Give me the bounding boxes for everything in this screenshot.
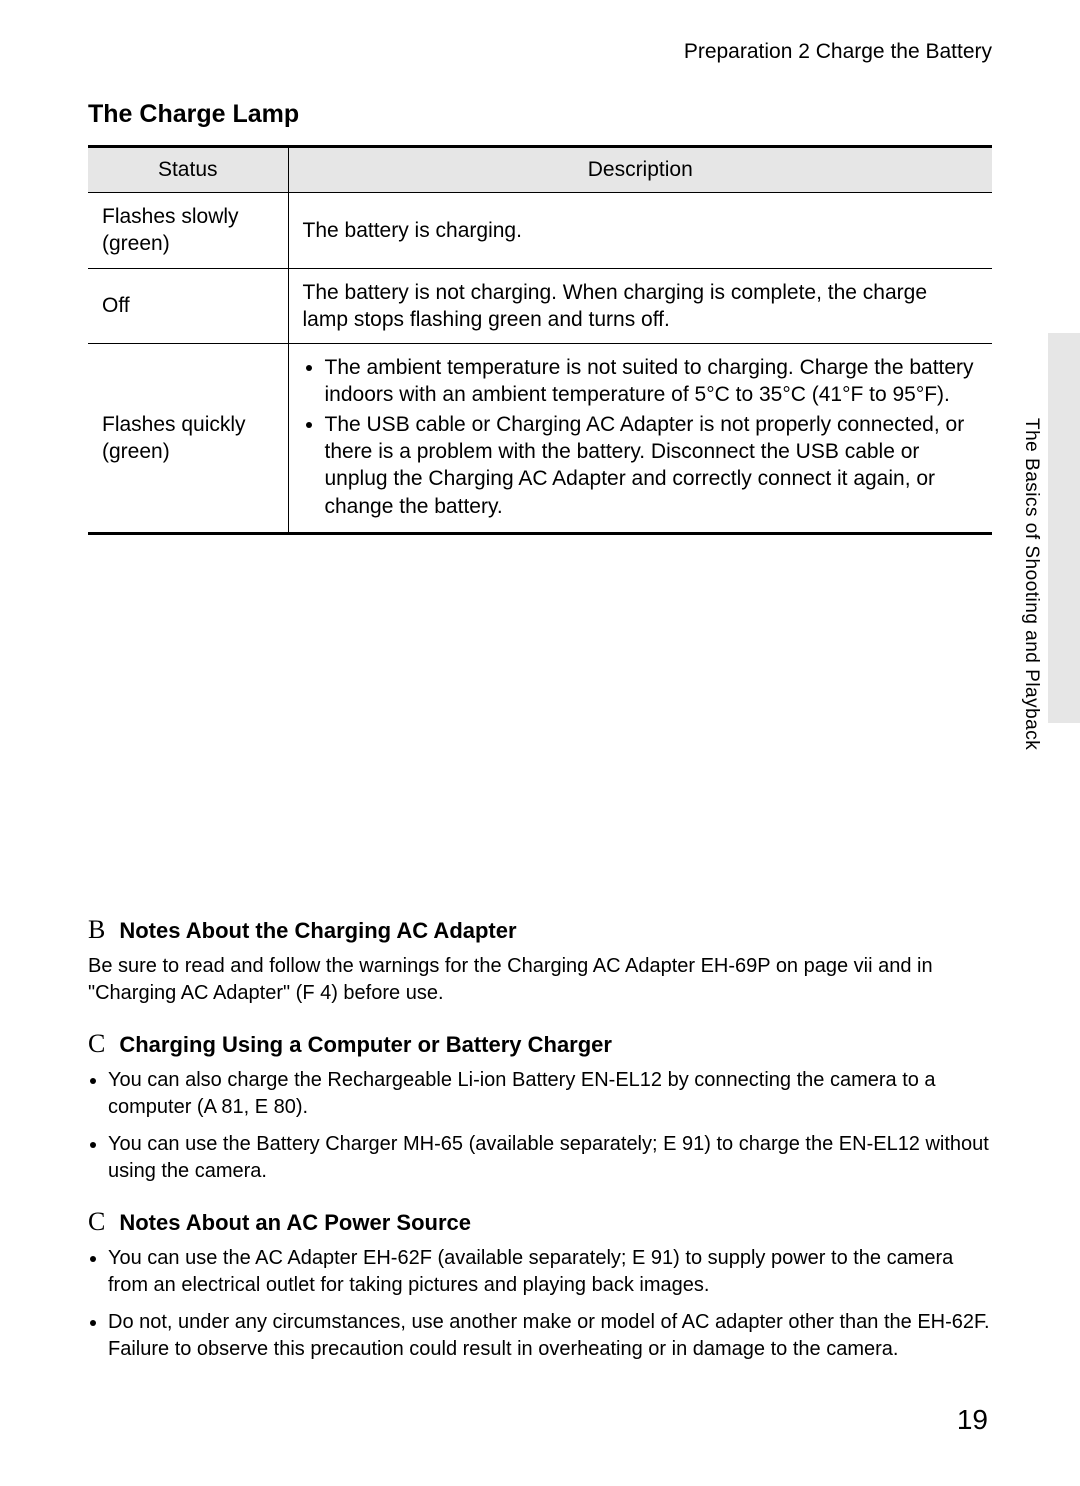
- note-heading-text: Notes About the Charging AC Adapter: [119, 918, 516, 944]
- table-row: Flashes quickly (green) The ambient temp…: [88, 344, 992, 534]
- note-bullet: You can use the AC Adapter EH-62F (avail…: [108, 1245, 992, 1299]
- section-title: The Charge Lamp: [88, 100, 992, 129]
- page-number: 19: [957, 1404, 988, 1436]
- table-row: Flashes slowly (green) The battery is ch…: [88, 193, 992, 269]
- table-bullet: The ambient temperature is not suited to…: [325, 354, 979, 409]
- table-cell-status: Flashes slowly (green): [88, 193, 288, 269]
- note-icon: C: [88, 1029, 105, 1059]
- note-bullet: Do not, under any circumstances, use ano…: [108, 1309, 992, 1363]
- note-block: C Charging Using a Computer or Battery C…: [88, 1029, 992, 1185]
- note-icon: B: [88, 915, 105, 945]
- note-heading-text: Charging Using a Computer or Battery Cha…: [119, 1032, 612, 1058]
- charge-lamp-table: Status Description Flashes slowly (green…: [88, 145, 992, 535]
- table-row: Off The battery is not charging. When ch…: [88, 268, 992, 344]
- note-heading-text: Notes About an AC Power Source: [119, 1210, 471, 1236]
- note-icon: C: [88, 1207, 105, 1237]
- note-block: B Notes About the Charging AC Adapter Be…: [88, 915, 992, 1007]
- table-cell-status: Off: [88, 268, 288, 344]
- table-cell-description: The battery is charging.: [288, 193, 992, 269]
- table-cell-description: The ambient temperature is not suited to…: [288, 344, 992, 534]
- note-bullet: You can also charge the Rechargeable Li-…: [108, 1067, 992, 1121]
- table-header-status: Status: [88, 147, 288, 193]
- note-block: C Notes About an AC Power Source You can…: [88, 1207, 992, 1363]
- note-bullet: You can use the Battery Charger MH-65 (a…: [108, 1131, 992, 1185]
- table-header-description: Description: [288, 147, 992, 193]
- table-cell-status: Flashes quickly (green): [88, 344, 288, 534]
- side-tab-label: The Basics of Shooting and Playback: [1020, 418, 1042, 750]
- table-bullet: The USB cable or Charging AC Adapter is …: [325, 411, 979, 520]
- table-cell-description: The battery is not charging. When chargi…: [288, 268, 992, 344]
- breadcrumb: Preparation 2 Charge the Battery: [88, 40, 992, 64]
- note-body: Be sure to read and follow the warnings …: [88, 953, 992, 1007]
- side-tab: [1048, 333, 1080, 723]
